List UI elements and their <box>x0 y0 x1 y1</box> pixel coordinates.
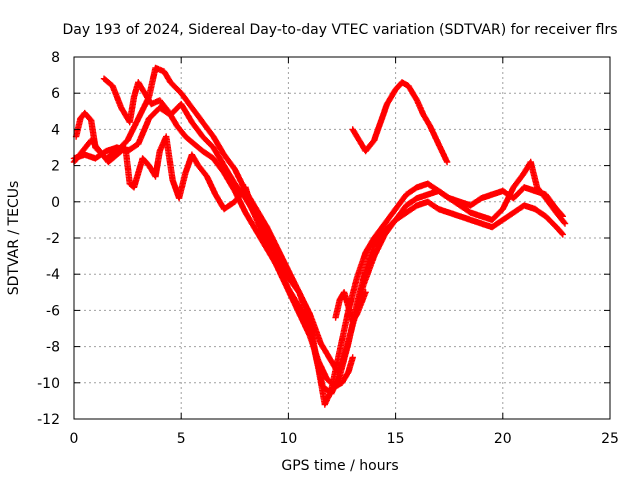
x-tick-label: 25 <box>601 431 619 447</box>
y-tick-label: 8 <box>51 50 60 66</box>
y-tick-labels: 8 6 4 2 0 -2 -4 -6 -8 -10 -12 <box>37 50 60 428</box>
y-tick-label: 2 <box>51 159 60 175</box>
grid-lines <box>74 57 610 419</box>
x-tick-label: 0 <box>70 431 79 447</box>
y-tick-label: -12 <box>37 412 60 428</box>
data-series-6 <box>349 79 451 166</box>
y-tick-label: -8 <box>46 340 60 356</box>
data-series-3 <box>100 75 569 408</box>
data-point-markers <box>100 75 569 408</box>
y-tick-label: -2 <box>46 231 60 247</box>
tick-marks <box>73 56 611 420</box>
y-tick-label: 0 <box>51 195 60 211</box>
x-tick-label: 5 <box>177 431 186 447</box>
x-axis-title: GPS time / hours <box>281 458 398 474</box>
y-tick-label: -10 <box>37 376 60 392</box>
y-tick-label: -4 <box>46 267 60 283</box>
x-tick-labels: 0 5 10 15 20 25 <box>70 431 619 447</box>
data-point-markers <box>349 79 451 166</box>
data-series-4 <box>70 133 356 390</box>
x-tick-label: 15 <box>387 431 405 447</box>
x-tick-label: 20 <box>494 431 512 447</box>
chart-title: Day 193 of 2024, Sidereal Day-to-day VTE… <box>62 22 617 38</box>
x-tick-label: 10 <box>279 431 297 447</box>
y-axis-title: SDTVAR / TECUs <box>6 181 22 296</box>
y-tick-label: 6 <box>51 86 60 102</box>
data-point-markers <box>332 289 369 325</box>
data-series-5 <box>332 289 369 325</box>
data-point-markers <box>70 133 356 390</box>
y-tick-label: -6 <box>46 303 60 319</box>
data-points-layer <box>70 64 569 408</box>
y-tick-label: 4 <box>51 122 60 138</box>
